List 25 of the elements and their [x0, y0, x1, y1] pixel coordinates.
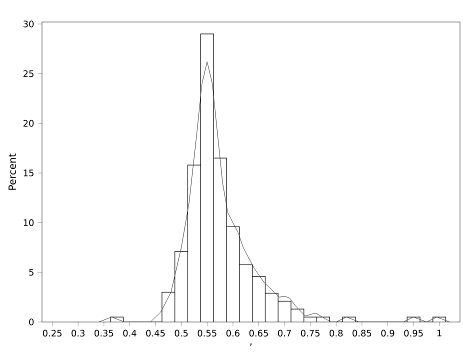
x-tick-label: 0.7 — [278, 330, 291, 337]
y-tick-label: 0 — [29, 318, 34, 326]
y-axis-title: Percent — [8, 153, 16, 190]
x-tick-label: 0.65 — [249, 330, 268, 337]
x-tick-label: 0.9 — [381, 330, 394, 337]
x-tick-label: 0.55 — [198, 330, 216, 337]
x-tick-label: 0.95 — [404, 330, 423, 337]
x-tick-label: 1 — [437, 330, 442, 336]
x-tick-label: 0.5 — [174, 330, 188, 337]
x-tick-label: 0.4 — [123, 330, 136, 337]
x-tick-label: 0.35 — [94, 330, 114, 337]
y-tick-label: 30 — [24, 20, 34, 28]
y-tick-label: 15 — [24, 170, 34, 176]
x-tick-label: 0.6 — [226, 330, 240, 337]
y-tick-label: 5 — [29, 269, 34, 276]
x-tick-label: 0.85 — [352, 330, 372, 337]
x-tick-label: 0.8 — [330, 330, 343, 337]
x-tick-label: 0.45 — [146, 330, 165, 337]
x-tick-label: 0.25 — [42, 330, 62, 337]
x-axis-title: , — [250, 343, 252, 346]
y-tick-label: 25 — [23, 70, 34, 78]
x-tick-label: 0.3 — [72, 330, 85, 337]
y-tick-label: 10 — [24, 219, 34, 226]
x-tick-label: 0.75 — [300, 330, 320, 337]
y-tick-label: 20 — [23, 120, 34, 127]
